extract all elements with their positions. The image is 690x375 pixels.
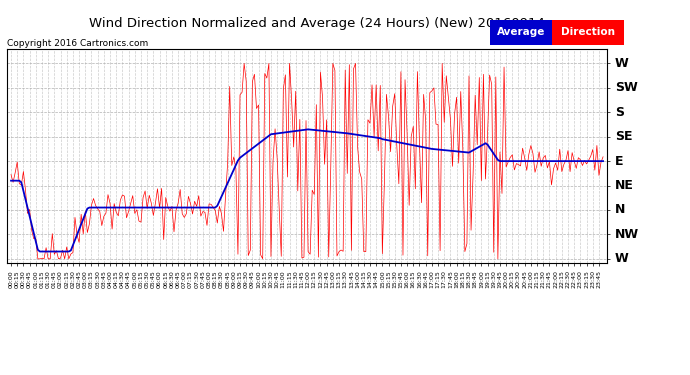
Text: Wind Direction Normalized and Average (24 Hours) (New) 20160914: Wind Direction Normalized and Average (2…	[90, 17, 545, 30]
Text: Average: Average	[497, 27, 545, 37]
Text: Copyright 2016 Cartronics.com: Copyright 2016 Cartronics.com	[7, 39, 148, 48]
Text: Direction: Direction	[561, 27, 615, 37]
